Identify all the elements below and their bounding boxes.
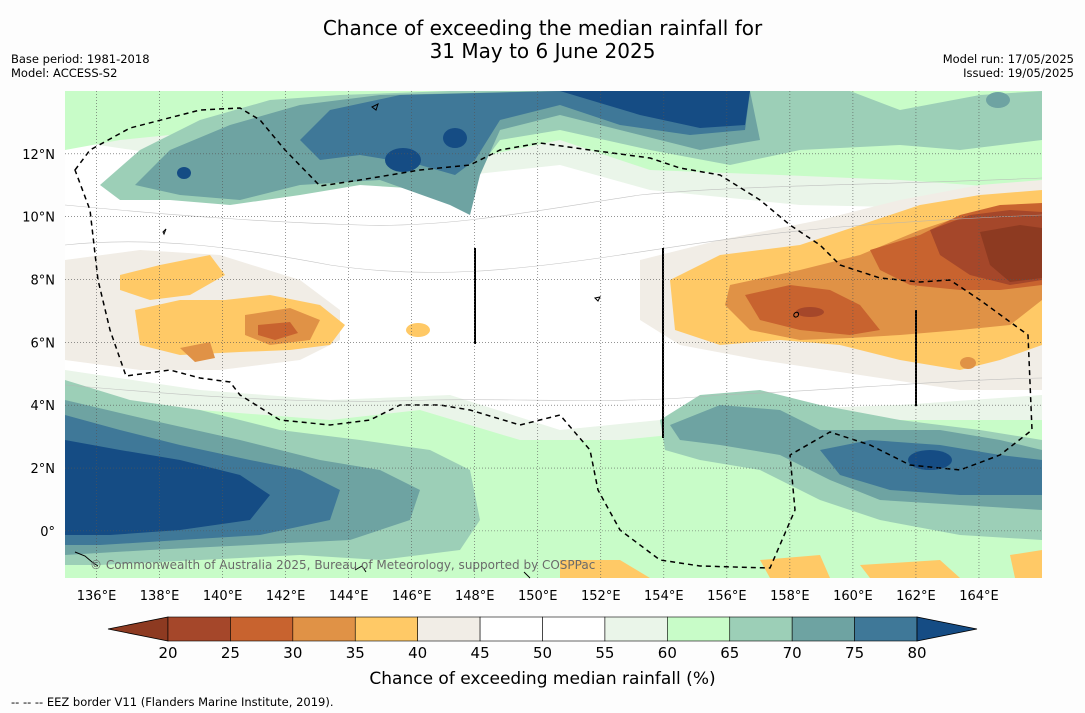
lon-tick-label: 150°E (518, 589, 558, 604)
map-title-line1: Chance of exceeding the median rainfall … (322, 16, 763, 40)
eez-credit: -- -- -- EEZ border V11 (Flanders Marine… (11, 695, 334, 709)
colorbar-tick-label: 65 (720, 644, 739, 662)
colorbar-swatch (729, 616, 793, 642)
lon-tick-label: 156°E (707, 589, 747, 604)
lon-tick-label: 162°E (896, 589, 936, 604)
meta-left: Base period: 1981-2018 Model: ACCESS-S2 (11, 52, 150, 80)
map-field (65, 91, 1042, 578)
lon-tick-label: 152°E (581, 589, 621, 604)
colorbar-swatch (542, 616, 606, 642)
lon-tick-label: 160°E (833, 589, 873, 604)
base-period: Base period: 1981-2018 (11, 52, 150, 66)
lon-tick-label: 148°E (455, 589, 495, 604)
lon-tick-label: 136°E (77, 589, 117, 604)
colorbar-swatch (230, 616, 294, 642)
colorbar-under-arrow (107, 616, 169, 642)
colorbar-tick-label: 80 (907, 644, 926, 662)
map-title-line2: 31 May to 6 June 2025 (429, 39, 656, 63)
lat-tick-label: 0° (40, 525, 55, 540)
colorbar-tick-label: 20 (158, 644, 177, 662)
longitude-tick-labels: 136°E 138°E 140°E 142°E 144°E 146°E 148°E 150°E… (77, 589, 999, 604)
lat-tick-label: 4°N (31, 399, 56, 414)
colorbar-swatch (791, 616, 855, 642)
lat-tick-label: 6°N (31, 336, 56, 351)
lon-tick-label: 144°E (329, 589, 369, 604)
colorbar-swatch (854, 616, 918, 642)
colorbar-tick-label: 60 (658, 644, 677, 662)
colorbar-tick-label: 45 (471, 644, 490, 662)
lon-tick-label: 140°E (203, 589, 243, 604)
lat-tick-label: 10°N (22, 211, 55, 226)
colorbar-swatch (292, 616, 356, 642)
colorbar-tick-label: 50 (533, 644, 552, 662)
colorbar-tick-label: 75 (845, 644, 864, 662)
lon-tick-label: 146°E (392, 589, 432, 604)
latitude-tick-labels: 12°N 10°N 8°N 6°N 4°N 2°N 0° (22, 148, 55, 540)
colorbar-tick-label: 35 (346, 644, 365, 662)
lon-tick-label: 164°E (959, 589, 999, 604)
model-name: Model: ACCESS-S2 (11, 66, 118, 80)
lon-tick-label: 158°E (770, 589, 810, 604)
map-gridlines (65, 91, 1042, 578)
issued-date: Issued: 19/05/2025 (963, 66, 1074, 80)
colorbar-over-arrow (916, 616, 978, 642)
copyright-watermark: © Commonwealth of Australia 2025, Bureau… (90, 558, 596, 572)
eez-border (74, 107, 1033, 569)
coastlines (74, 103, 799, 579)
colorbar-swatch (479, 616, 543, 642)
model-run: Model run: 17/05/2025 (942, 52, 1074, 66)
lon-tick-label: 154°E (644, 589, 684, 604)
colorbar-label: Chance of exceeding median rainfall (%) (369, 669, 716, 689)
colorbar-tick-label: 25 (221, 644, 240, 662)
colorbar-tick-label: 70 (783, 644, 802, 662)
lat-tick-label: 12°N (22, 148, 55, 163)
colorbar-tick-label: 55 (595, 644, 614, 662)
lat-tick-label: 2°N (31, 462, 56, 477)
colorbar-swatch (417, 616, 481, 642)
colorbar-tick-label: 40 (408, 644, 427, 662)
lon-tick-label: 142°E (266, 589, 306, 604)
colorbar-tick-label: 30 (283, 644, 302, 662)
colorbar: 20 25 30 35 40 45 50 55 60 65 70 75 80 (107, 616, 978, 662)
colorbar-swatch (667, 616, 731, 642)
colorbar-swatch (167, 616, 231, 642)
lat-tick-label: 8°N (31, 274, 56, 289)
lon-tick-label: 138°E (140, 589, 180, 604)
colorbar-swatch (604, 616, 668, 642)
colorbar-swatch (354, 616, 418, 642)
meta-right: Model run: 17/05/2025 Issued: 19/05/2025 (943, 52, 1074, 80)
